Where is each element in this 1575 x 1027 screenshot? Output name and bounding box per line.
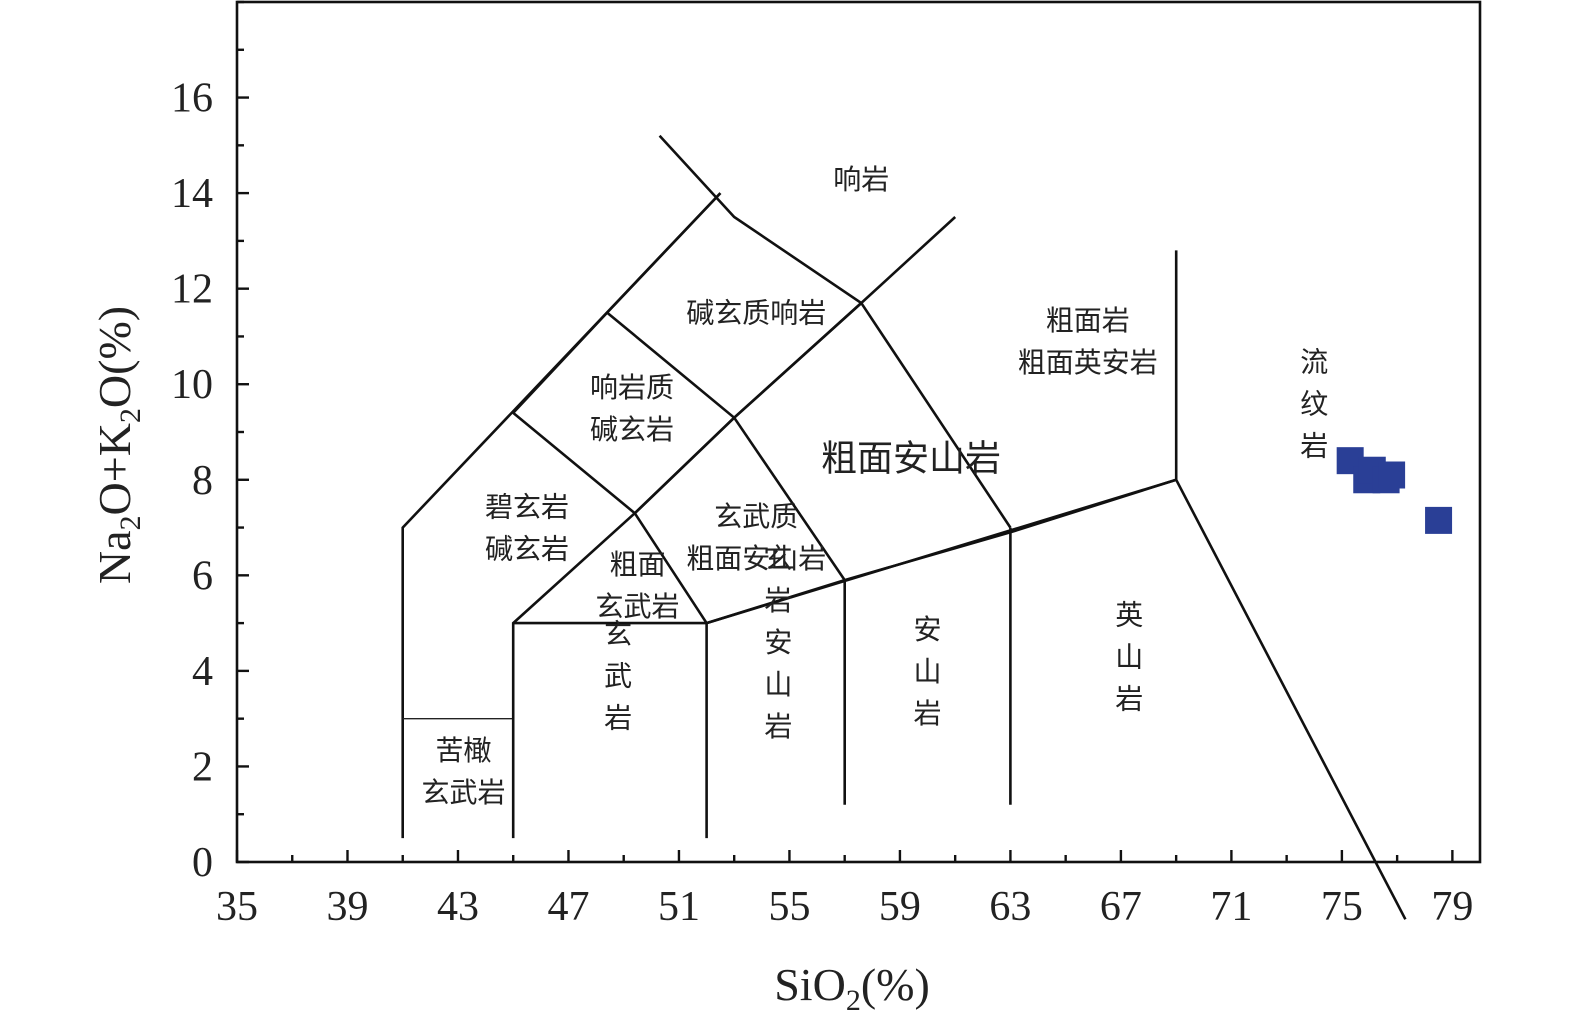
y-tick-label: 10 xyxy=(171,362,213,408)
x-tick-labels: 35 39 43 47 51 55 59 63 67 71 75 79 xyxy=(216,884,1473,930)
field-label: 碱玄质响岩 xyxy=(686,297,826,330)
x-tick-label: 43 xyxy=(437,884,479,930)
field-label-line: 玄武岩 xyxy=(421,776,505,809)
field-label-line: 武 xyxy=(604,660,632,693)
y-tick-label: 16 xyxy=(171,76,213,122)
field-label-line: 玄 xyxy=(604,618,632,651)
field-label: 粗面安山岩 xyxy=(821,439,1001,480)
field-label-line: 粗面英安岩 xyxy=(1018,346,1158,379)
axis-ticks xyxy=(235,0,1454,864)
x-tick-label: 75 xyxy=(1321,884,1363,930)
y-tick-label: 6 xyxy=(192,553,213,599)
sample-points xyxy=(1336,447,1453,534)
y-tick-label: 12 xyxy=(171,267,213,313)
x-tick-label: 59 xyxy=(879,884,921,930)
y-tick-label: 4 xyxy=(192,649,213,695)
field-label-line: 玄武岩 xyxy=(596,590,680,623)
field-label-line: 响岩 xyxy=(833,163,889,196)
field-label-line: 碱玄岩 xyxy=(485,533,569,566)
field-label: 粗面玄武岩 xyxy=(596,548,680,623)
field-label: 安山岩 xyxy=(914,613,942,730)
field-label: 粗面岩粗面英安岩 xyxy=(1018,304,1158,379)
y-axis-title: Na2O+K2O(%) xyxy=(89,306,147,584)
sample-point xyxy=(1425,506,1453,534)
field-label-line: 碱玄岩 xyxy=(590,413,674,446)
x-tick-label: 71 xyxy=(1210,884,1252,930)
field-label-line: 岩 xyxy=(604,702,632,735)
x-tick-label: 47 xyxy=(547,884,589,930)
x-tick-label: 39 xyxy=(326,884,368,930)
field-label-line: 碱玄质响岩 xyxy=(686,297,826,330)
x-tick-label: 63 xyxy=(989,884,1031,930)
field-label: 玄武岩 xyxy=(604,618,632,735)
field-label-line: 玄武质 xyxy=(714,500,798,533)
field-label-line: 岩 xyxy=(914,697,942,730)
field-label-line: 安 xyxy=(914,613,942,646)
field-label: 英山岩 xyxy=(1115,599,1143,716)
x-axis-title: SiO2(%) xyxy=(774,959,930,1017)
field-label-line: 岩 xyxy=(764,710,792,743)
field-label-line: 山 xyxy=(764,668,792,701)
field-boundary-line xyxy=(705,478,1407,920)
field-label-line: 粗面岩 xyxy=(1046,304,1130,337)
y-tick-label: 0 xyxy=(192,840,213,886)
field-label-line: 岩 xyxy=(1300,429,1328,462)
plot-frame xyxy=(235,0,1482,864)
field-label-line: 粗面安山岩 xyxy=(686,542,826,575)
field-label: 流纹岩 xyxy=(1300,345,1328,462)
field-label-line: 流 xyxy=(1300,345,1328,378)
field-label-line: 山 xyxy=(914,655,942,688)
field-label-line: 山 xyxy=(1115,641,1143,674)
y-tick-label: 8 xyxy=(192,458,213,504)
field-boundary-line xyxy=(633,416,736,515)
field-label: 苦橄玄武岩 xyxy=(421,734,505,809)
field-label: 玄武质粗面安山岩 xyxy=(686,500,826,575)
field-label: 玄岩安山岩 xyxy=(764,542,792,743)
field-label-line: 岩 xyxy=(764,584,792,617)
field-boundaries xyxy=(401,134,1407,920)
x-tick-label: 55 xyxy=(768,884,810,930)
field-label-line: 安 xyxy=(764,626,792,659)
field-label-line: 岩 xyxy=(1115,683,1143,716)
sample-point xyxy=(1378,461,1406,489)
x-tick-label: 79 xyxy=(1431,884,1473,930)
field-label-line: 苦橄 xyxy=(435,734,491,767)
field-label: 响岩质碱玄岩 xyxy=(590,371,674,446)
field-label: 响岩 xyxy=(833,163,889,196)
field-label-line: 响岩质 xyxy=(590,371,674,404)
x-tick-label: 67 xyxy=(1100,884,1142,930)
field-label-line: 碧玄岩 xyxy=(485,491,569,524)
field-label-line: 纹 xyxy=(1300,387,1328,420)
field-label-line: 英 xyxy=(1115,599,1143,632)
field-label-line: 玄 xyxy=(764,542,792,575)
axes: 35 39 43 47 51 55 59 63 67 71 75 79 0 2 4 6 8 10 12 14 16 xyxy=(171,0,1482,930)
x-tick-label: 35 xyxy=(216,884,258,930)
field-boundary-line xyxy=(733,416,846,581)
field-boundary-line xyxy=(658,134,1012,529)
x-tick-label: 51 xyxy=(658,884,700,930)
y-tick-labels: 0 2 4 6 8 10 12 14 16 xyxy=(171,76,213,886)
y-tick-label: 2 xyxy=(192,744,213,790)
field-label-line: 粗面安山岩 xyxy=(821,439,1001,480)
y-tick-label: 14 xyxy=(171,171,213,217)
field-label-line: 粗面 xyxy=(610,548,666,581)
field-label: 碧玄岩碱玄岩 xyxy=(485,491,569,566)
